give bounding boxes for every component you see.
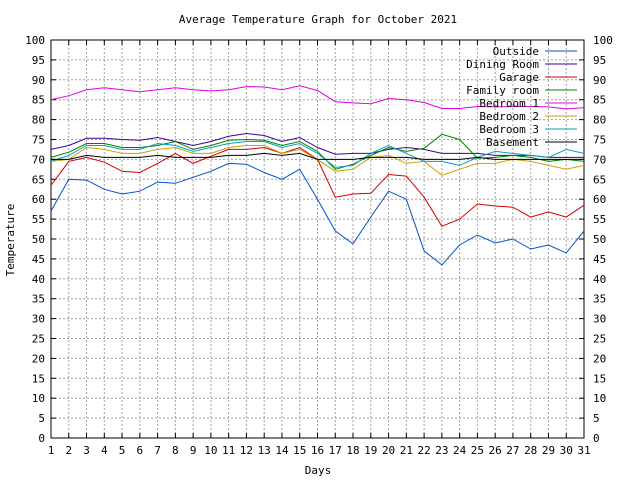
x-tick-label: 9 <box>190 444 197 457</box>
x-tick-label: 26 <box>489 444 502 457</box>
y-axis-label: Temperature <box>4 204 17 277</box>
x-tick-label: 30 <box>560 444 573 457</box>
x-tick-label: 24 <box>453 444 467 457</box>
y-tick-label-right: 60 <box>593 193 606 206</box>
y-tick-label-left: 15 <box>32 372 45 385</box>
x-tick-label: 10 <box>204 444 217 457</box>
x-tick-label: 5 <box>119 444 126 457</box>
series-line-dining-room <box>50 132 584 158</box>
legend-label: Bedroom 2 <box>479 110 539 123</box>
x-tick-label: 11 <box>222 444 235 457</box>
x-tick-label: 13 <box>258 444 271 457</box>
y-tick-label-left: 80 <box>32 114 45 127</box>
x-tick-label: 29 <box>542 444 555 457</box>
x-tick-label: 31 <box>577 444 590 457</box>
y-tick-label-right: 45 <box>593 253 606 266</box>
x-tick-label: 8 <box>172 444 179 457</box>
x-tick-label: 28 <box>524 444 537 457</box>
series-line-basement <box>51 152 584 160</box>
x-tick-label: 16 <box>311 444 324 457</box>
x-tick-label: 18 <box>346 444 359 457</box>
x-tick-label: 22 <box>417 444 430 457</box>
y-tick-label-right: 0 <box>593 432 600 445</box>
y-tick-label-left: 55 <box>32 213 45 226</box>
y-tick-label-left: 65 <box>32 173 45 186</box>
y-tick-label-right: 35 <box>593 293 606 306</box>
y-tick-label-left: 85 <box>32 94 45 107</box>
y-tick-label-left: 5 <box>38 412 45 425</box>
x-tick-label: 21 <box>400 444 413 457</box>
x-tick-label: 19 <box>364 444 377 457</box>
series-line-outside <box>50 162 585 266</box>
y-tick-label-right: 100 <box>593 34 613 47</box>
y-tick-label-left: 95 <box>32 54 45 67</box>
x-tick-label: 23 <box>435 444 448 457</box>
y-tick-label-right: 10 <box>593 392 606 405</box>
grid-lines <box>51 40 584 438</box>
y-tick-label-right: 30 <box>593 313 606 326</box>
x-tick-label: 6 <box>137 444 144 457</box>
y-tick-label-right: 55 <box>593 213 606 226</box>
y-tick-label-left: 20 <box>32 352 45 365</box>
x-tick-label: 1 <box>48 444 55 457</box>
x-tick-label: 2 <box>65 444 72 457</box>
y-tick-label-right: 75 <box>593 134 606 147</box>
legend-label: Dining Room <box>466 58 539 71</box>
y-tick-label-left: 100 <box>25 34 45 47</box>
y-tick-label-right: 70 <box>593 153 606 166</box>
y-tick-label-left: 30 <box>32 313 45 326</box>
x-tick-label: 17 <box>329 444 342 457</box>
y-tick-label-left: 10 <box>32 392 45 405</box>
y-tick-label-right: 5 <box>593 412 600 425</box>
y-tick-label-right: 20 <box>593 352 606 365</box>
x-tick-label: 25 <box>471 444 484 457</box>
x-tick-label: 4 <box>101 444 108 457</box>
y-tick-label-left: 0 <box>38 432 45 445</box>
legend-label: Basement <box>486 136 539 149</box>
y-tick-label-right: 25 <box>593 333 606 346</box>
x-tick-label: 20 <box>382 444 395 457</box>
y-tick-label-left: 35 <box>32 293 45 306</box>
legend-label: Family room <box>466 84 539 97</box>
y-tick-label-left: 60 <box>32 193 45 206</box>
series-line-family-room <box>50 133 585 170</box>
chart-title: Average Temperature Graph for October 20… <box>179 13 457 26</box>
series-lines <box>50 85 585 266</box>
series-line-bedroom-1 <box>50 85 585 110</box>
y-tick-label-left: 50 <box>32 233 45 246</box>
y-tick-label-left: 70 <box>32 153 45 166</box>
y-tick-label-left: 25 <box>32 333 45 346</box>
legend-label: Bedroom 1 <box>479 97 539 110</box>
y-tick-label-right: 85 <box>593 94 606 107</box>
series-line-bedroom-3 <box>50 141 585 168</box>
y-tick-label-left: 90 <box>32 74 45 87</box>
y-tick-label-right: 40 <box>593 273 606 286</box>
legend-label: Garage <box>499 71 539 84</box>
legend-label: Outside <box>493 45 539 58</box>
x-tick-label: 3 <box>83 444 90 457</box>
x-axis-label: Days <box>305 464 332 477</box>
x-tick-label: 15 <box>293 444 306 457</box>
y-tick-label-right: 95 <box>593 54 606 67</box>
y-tick-label-right: 50 <box>593 233 606 246</box>
y-tick-label-left: 75 <box>32 134 45 147</box>
y-tick-label-left: 40 <box>32 273 45 286</box>
x-tick-label: 27 <box>506 444 519 457</box>
x-tick-label: 12 <box>240 444 253 457</box>
y-tick-label-left: 45 <box>32 253 45 266</box>
y-tick-label-right: 80 <box>593 114 606 127</box>
legend-label: Bedroom 3 <box>479 123 539 136</box>
y-tick-label-right: 90 <box>593 74 606 87</box>
y-tick-label-right: 65 <box>593 173 606 186</box>
x-tick-label: 14 <box>275 444 289 457</box>
x-tick-label: 7 <box>154 444 161 457</box>
y-tick-label-right: 15 <box>593 372 606 385</box>
